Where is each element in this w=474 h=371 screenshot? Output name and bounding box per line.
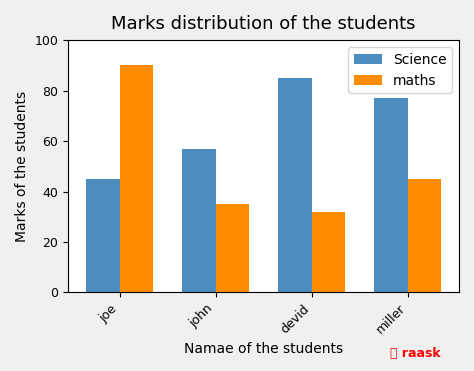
Bar <box>182 149 216 292</box>
X-axis label: Namae of the students: Namae of the students <box>184 342 343 356</box>
Bar <box>408 179 441 292</box>
Bar <box>278 78 311 292</box>
Text: ⓞ raask: ⓞ raask <box>390 347 441 360</box>
Bar <box>311 212 345 292</box>
Legend: Science, maths: Science, maths <box>348 47 452 93</box>
Bar <box>119 65 153 292</box>
Bar <box>216 204 249 292</box>
Y-axis label: Marks of the students: Marks of the students <box>15 91 29 242</box>
Title: Marks distribution of the students: Marks distribution of the students <box>111 15 416 33</box>
Bar <box>374 98 408 292</box>
Bar <box>86 179 119 292</box>
